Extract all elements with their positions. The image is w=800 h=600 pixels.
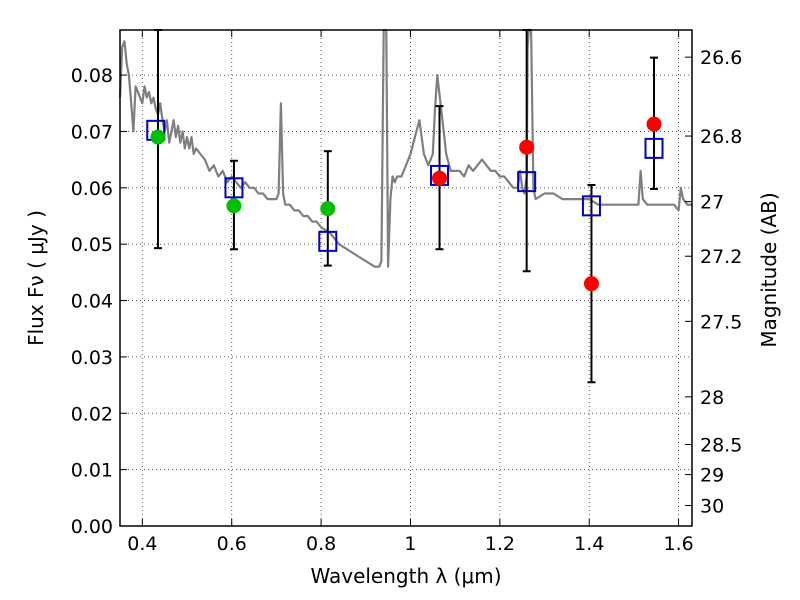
grid <box>120 30 692 527</box>
model-square-point <box>581 195 601 217</box>
plot-frame <box>119 29 693 527</box>
y-tick-label: 0.03 <box>71 347 113 369</box>
y2-tick-label: 27.2 <box>700 246 742 268</box>
y-tick-label: 0.02 <box>71 403 113 425</box>
y-tick-label: 0.06 <box>71 178 113 200</box>
y2-tick-label: 27.5 <box>700 311 742 333</box>
y-axis-title: Flux Fν ( μJy ) <box>24 210 48 346</box>
red-data-point <box>519 139 535 155</box>
model-square-point <box>517 171 537 193</box>
y2-axis-title: Magnitude (AB) <box>757 192 781 347</box>
y-tick-label: 0.05 <box>71 234 113 256</box>
green-data-point <box>150 129 166 145</box>
red-data-point <box>432 170 448 186</box>
spectrum-line <box>118 28 692 268</box>
model-square-point <box>318 230 338 252</box>
y-tick-label: 0.01 <box>71 460 113 482</box>
y2-tick-label: 29 <box>700 465 724 487</box>
x-axis-title: Wavelength λ (μm) <box>310 564 501 588</box>
y-tick-label: 0.04 <box>71 291 113 313</box>
tick-layer <box>120 30 692 527</box>
x-tick-label: 0.4 <box>127 533 157 555</box>
y2-tick-label: 28.5 <box>700 435 742 457</box>
y2-tick-label: 28 <box>700 387 724 409</box>
y-tick-label: 0.07 <box>71 121 113 143</box>
y-tick-label: 0.08 <box>71 65 113 87</box>
x-tick-label: 1.2 <box>485 533 515 555</box>
model-square-point <box>644 137 664 159</box>
red-data-point <box>646 116 662 132</box>
tick-label-layer: 0.4 0.6 0.8 1 1.2 1.4 1.6 0.00 0.01 0.02 0.03 0.04 0… <box>71 47 743 555</box>
x-tick-label: 1 <box>404 533 416 555</box>
red-data-point <box>583 276 599 292</box>
x-tick-label: 0.6 <box>217 533 247 555</box>
green-data-point <box>226 198 242 214</box>
x-tick-label: 1.4 <box>574 533 604 555</box>
y2-tick-label: 26.6 <box>700 47 742 69</box>
y2-tick-label: 26.8 <box>700 126 742 148</box>
marker-layer <box>146 116 664 292</box>
y2-tick-label: 30 <box>700 496 724 518</box>
y2-tick-label: 27 <box>700 192 724 214</box>
spectrum-line-layer <box>118 28 692 268</box>
x-tick-label: 0.8 <box>306 533 336 555</box>
green-data-point <box>320 201 336 217</box>
x-tick-label: 1.6 <box>663 533 693 555</box>
y-tick-label: 0.00 <box>71 516 113 538</box>
errorbar-layer <box>153 29 659 384</box>
model-square-point <box>224 177 244 199</box>
